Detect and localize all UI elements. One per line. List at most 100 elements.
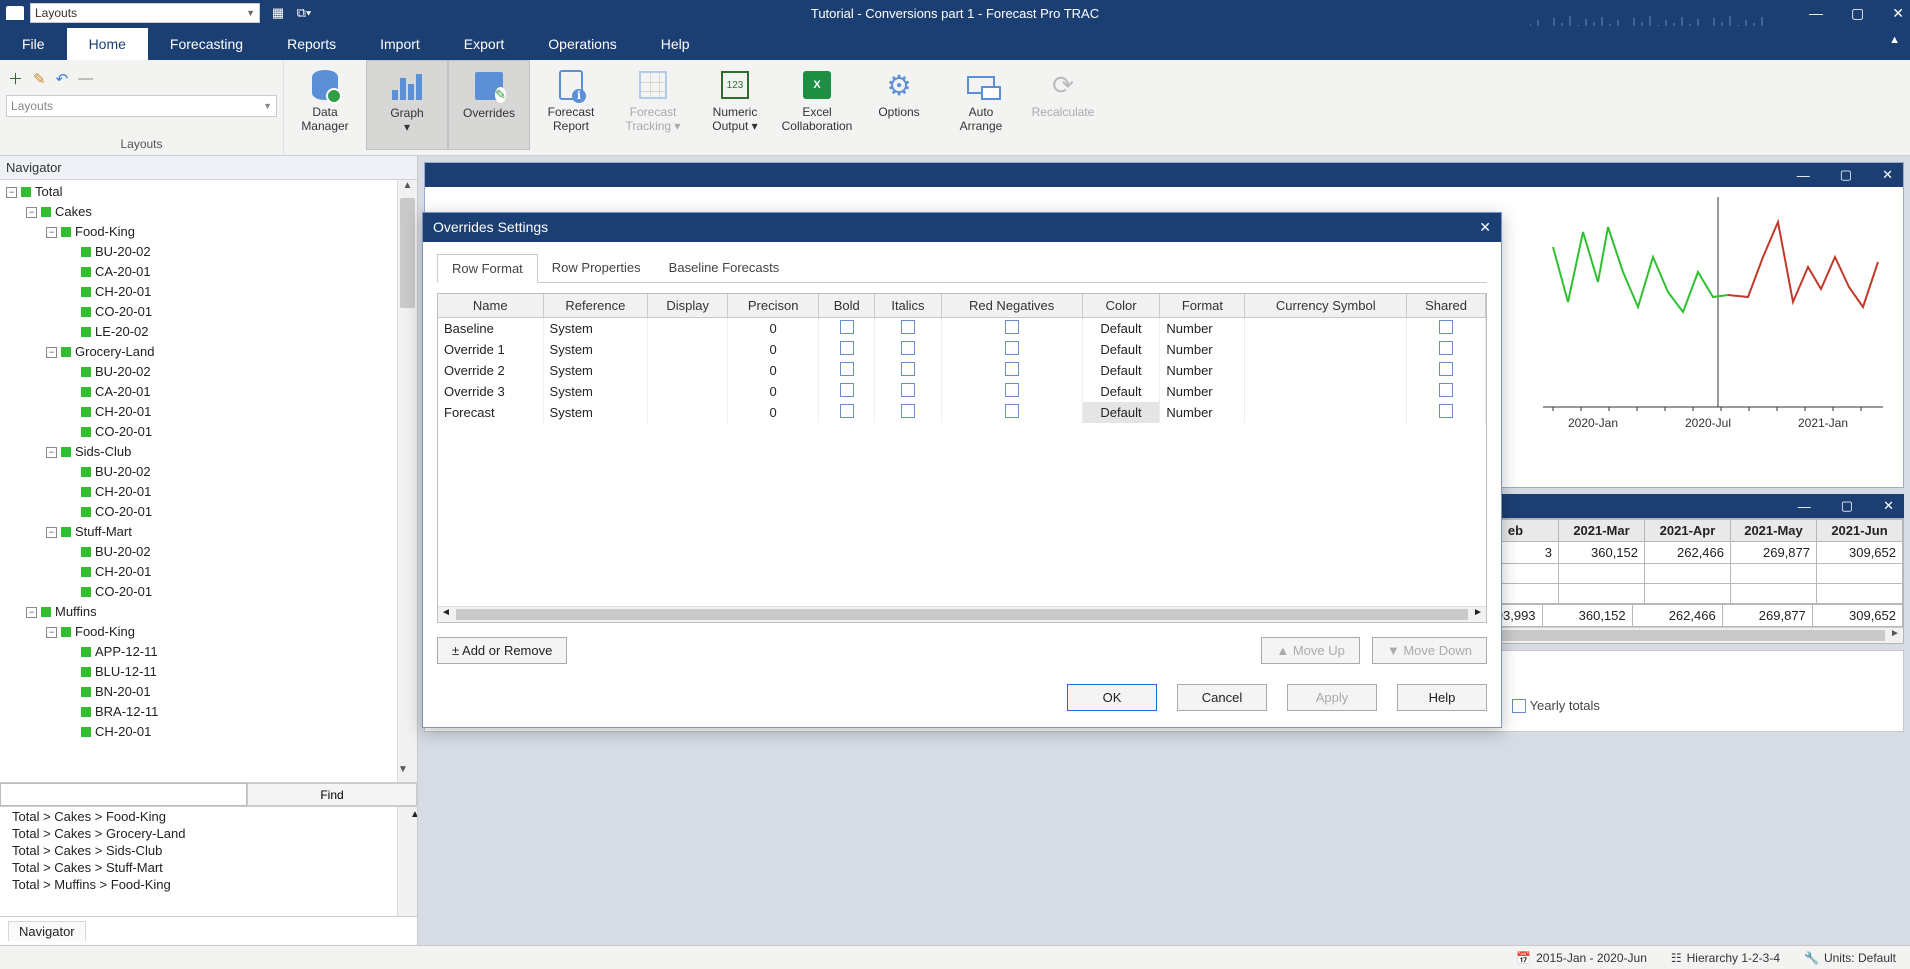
menu-tab-help[interactable]: Help: [639, 28, 712, 60]
tree-node[interactable]: CH-20-01: [4, 562, 413, 582]
chart-minimize-button[interactable]: —: [1797, 168, 1810, 183]
add-icon[interactable]: ＋: [8, 68, 23, 89]
cell[interactable]: 269,877: [1722, 605, 1812, 627]
ribbon-excel-button[interactable]: XExcelCollaboration: [776, 60, 858, 150]
dialog-help-button[interactable]: Help: [1397, 684, 1487, 711]
move-up-button[interactable]: ▲ Move Up: [1261, 637, 1360, 664]
menu-tab-export[interactable]: Export: [442, 28, 526, 60]
redneg-checkbox[interactable]: [1005, 362, 1019, 376]
tree-node[interactable]: BU-20-02: [4, 242, 413, 262]
tree-node[interactable]: APP-12-11: [4, 642, 413, 662]
tree-node[interactable]: −Stuff-Mart: [4, 522, 413, 542]
dlg-col-header[interactable]: Display: [648, 294, 728, 318]
tree-node[interactable]: −Grocery-Land: [4, 342, 413, 362]
sheet-close-button[interactable]: ✕: [1883, 498, 1894, 514]
ribbon-collapse-icon[interactable]: ▲: [1889, 34, 1900, 46]
edit-icon[interactable]: ✎: [33, 70, 46, 88]
navigator-history[interactable]: Total > Cakes > Food-KingTotal > Cakes >…: [0, 806, 417, 916]
bold-checkbox[interactable]: [840, 362, 854, 376]
ribbon-forecast-button[interactable]: ForecastReport: [530, 60, 612, 150]
dialog-tab-baseline-forecasts[interactable]: Baseline Forecasts: [655, 254, 794, 282]
tree-node[interactable]: CH-20-01: [4, 482, 413, 502]
cell[interactable]: 309,652: [1817, 542, 1903, 564]
copy-icon[interactable]: ⧉▾: [296, 5, 312, 21]
folder-icon[interactable]: [6, 6, 24, 20]
dialog-grid[interactable]: NameReferenceDisplayPrecisonBoldItalicsR…: [437, 293, 1487, 623]
tree-node[interactable]: CH-20-01: [4, 722, 413, 742]
maximize-button[interactable]: ▢: [1851, 5, 1864, 22]
expand-icon[interactable]: −: [6, 187, 17, 198]
dlg-row[interactable]: Override 1System0DefaultNumber: [438, 339, 1486, 360]
tree-node[interactable]: CO-20-01: [4, 502, 413, 522]
grid-icon[interactable]: ▦: [270, 5, 286, 21]
dlg-col-header[interactable]: Precison: [728, 294, 819, 318]
tree-node[interactable]: −Cakes: [4, 202, 413, 222]
add-remove-button[interactable]: ± Add or Remove: [437, 637, 567, 664]
dlg-col-header[interactable]: Red Negatives: [941, 294, 1082, 318]
ribbon-options-button[interactable]: ⚙Options: [858, 60, 940, 150]
tree-node[interactable]: CO-20-01: [4, 302, 413, 322]
expand-icon[interactable]: −: [46, 227, 57, 238]
dialog-tab-row-format[interactable]: Row Format: [437, 254, 538, 283]
cell[interactable]: 262,466: [1632, 605, 1722, 627]
dlg-row[interactable]: Override 2System0DefaultNumber: [438, 360, 1486, 381]
dlg-col-header[interactable]: Shared: [1407, 294, 1486, 318]
sheet-maximize-button[interactable]: ▢: [1841, 498, 1853, 514]
dlg-col-header[interactable]: Color: [1082, 294, 1160, 318]
ok-button[interactable]: OK: [1067, 684, 1157, 711]
tree-node[interactable]: BU-20-02: [4, 462, 413, 482]
menu-tab-forecasting[interactable]: Forecasting: [148, 28, 265, 60]
tree-node[interactable]: −Muffins: [4, 602, 413, 622]
remove-icon[interactable]: —: [78, 70, 93, 87]
history-item[interactable]: Total > Cakes > Stuff-Mart: [6, 859, 411, 876]
shared-checkbox[interactable]: [1439, 341, 1453, 355]
dlg-col-header[interactable]: Bold: [819, 294, 875, 318]
cell[interactable]: 360,152: [1559, 542, 1645, 564]
tree-node[interactable]: BLU-12-11: [4, 662, 413, 682]
cell[interactable]: 309,652: [1812, 605, 1902, 627]
dialog-tab-row-properties[interactable]: Row Properties: [538, 254, 655, 282]
chart-maximize-button[interactable]: ▢: [1840, 167, 1852, 183]
shared-checkbox[interactable]: [1439, 362, 1453, 376]
column-header[interactable]: 2021-Apr: [1645, 520, 1731, 542]
menu-tab-import[interactable]: Import: [358, 28, 442, 60]
expand-icon[interactable]: −: [46, 347, 57, 358]
expand-icon[interactable]: −: [46, 627, 57, 638]
tree-node[interactable]: −Food-King: [4, 622, 413, 642]
yearly-checkbox[interactable]: [1512, 699, 1526, 713]
shared-checkbox[interactable]: [1439, 404, 1453, 418]
redneg-checkbox[interactable]: [1005, 320, 1019, 334]
menu-tab-file[interactable]: File: [0, 28, 67, 60]
ribbon-numeric-button[interactable]: 123NumericOutput ▾: [694, 60, 776, 150]
tree-node[interactable]: LE-20-02: [4, 322, 413, 342]
find-input[interactable]: [0, 783, 247, 806]
dialog-close-button[interactable]: ✕: [1479, 219, 1491, 236]
ribbon-data-button[interactable]: DataManager: [284, 60, 366, 150]
undo-icon[interactable]: ↶: [56, 70, 69, 88]
tree-node[interactable]: BU-20-02: [4, 542, 413, 562]
dlg-row[interactable]: Override 3System0DefaultNumber: [438, 381, 1486, 402]
navigator-scrollbar[interactable]: ▲▼: [397, 180, 417, 782]
expand-icon[interactable]: −: [46, 527, 57, 538]
italics-checkbox[interactable]: [901, 383, 915, 397]
cell[interactable]: 262,466: [1645, 542, 1731, 564]
expand-icon[interactable]: −: [26, 207, 37, 218]
tree-node[interactable]: CA-20-01: [4, 262, 413, 282]
history-item[interactable]: Total > Cakes > Food-King: [6, 808, 411, 825]
minimize-button[interactable]: —: [1809, 5, 1823, 22]
tree-node[interactable]: BRA-12-11: [4, 702, 413, 722]
dlg-row[interactable]: ForecastSystem0DefaultNumber: [438, 402, 1486, 423]
bold-checkbox[interactable]: [840, 404, 854, 418]
dlg-col-header[interactable]: Format: [1160, 294, 1245, 318]
cell[interactable]: 360,152: [1542, 605, 1632, 627]
ribbon-layouts-combo[interactable]: Layouts ▼: [6, 95, 277, 117]
menu-tab-reports[interactable]: Reports: [265, 28, 358, 60]
shared-checkbox[interactable]: [1439, 320, 1453, 334]
history-item[interactable]: Total > Cakes > Grocery-Land: [6, 825, 411, 842]
redneg-checkbox[interactable]: [1005, 383, 1019, 397]
apply-button[interactable]: Apply: [1287, 684, 1377, 711]
column-header[interactable]: 2021-Mar: [1559, 520, 1645, 542]
column-header[interactable]: 2021-May: [1731, 520, 1817, 542]
ribbon-auto-button[interactable]: AutoArrange: [940, 60, 1022, 150]
dlg-col-header[interactable]: Italics: [875, 294, 941, 318]
